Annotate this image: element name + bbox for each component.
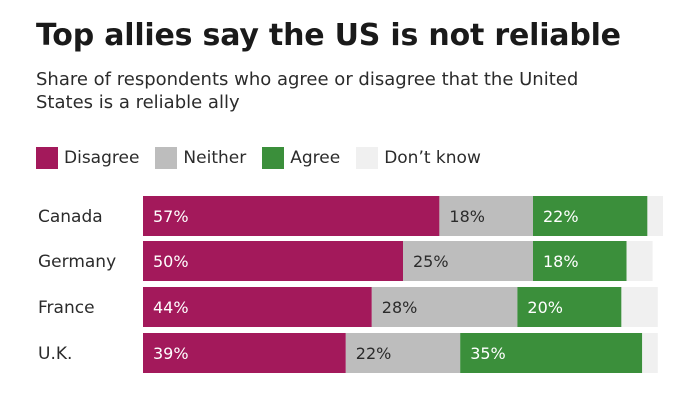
bar-france-neither [371,287,518,327]
bar-france-disagree [143,287,372,327]
bar-france-don-t-know [621,287,658,327]
data-label-u-k-disagree: 39% [153,344,189,363]
data-label-u-k-neither: 22% [356,344,392,363]
data-label-germany-agree: 18% [543,252,579,271]
legend: Disagree Neither Agree Don’t know [36,146,497,170]
bar-u-k-agree [460,333,643,373]
bar-canada-don-t-know [647,196,663,236]
data-label-france-disagree: 44% [153,298,189,317]
bar-canada-neither [439,196,533,236]
data-label-canada-disagree: 57% [153,207,189,226]
legend-item-neither: Neither [155,147,246,169]
legend-swatch-disagree [36,147,58,169]
data-label-canada-agree: 22% [543,207,579,226]
legend-swatch-dont-know [356,147,379,169]
legend-label-disagree: Disagree [64,148,140,168]
bar-u-k-neither [345,333,461,373]
bar-germany-agree [533,241,627,281]
legend-item-agree: Agree [262,147,340,169]
data-label-germany-neither: 25% [413,252,449,271]
legend-label-dont-know: Don’t know [384,148,481,168]
legend-item-disagree: Disagree [36,147,139,169]
bar-u-k-disagree [143,333,346,373]
category-label-canada: Canada [38,207,103,227]
data-label-u-k-agree: 35% [470,344,506,363]
legend-label-agree: Agree [290,148,341,168]
legend-swatch-agree [262,147,285,169]
bar-germany-disagree [143,241,403,281]
bar-france-agree [517,287,622,327]
data-label-france-agree: 20% [527,298,563,317]
category-label-u-k: U.K. [38,344,72,364]
data-label-germany-disagree: 50% [153,252,189,271]
bar-germany-don-t-know [626,241,653,281]
category-label-germany: Germany [38,252,116,272]
data-label-canada-neither: 18% [449,207,485,226]
bar-germany-neither [403,241,533,281]
legend-item-dont-know: Don’t know [356,147,481,169]
chart-subtitle: Share of respondents who agree or disagr… [36,69,579,113]
legend-label-neither: Neither [183,148,247,168]
bar-canada-disagree [143,196,440,236]
bar-u-k-don-t-know [642,333,658,373]
category-label-france: France [38,298,95,318]
legend-swatch-neither [155,147,178,169]
data-label-france-neither: 28% [382,298,418,317]
bar-canada-agree [533,196,648,236]
chart-title: Top allies say the US is not reliable [36,18,621,53]
